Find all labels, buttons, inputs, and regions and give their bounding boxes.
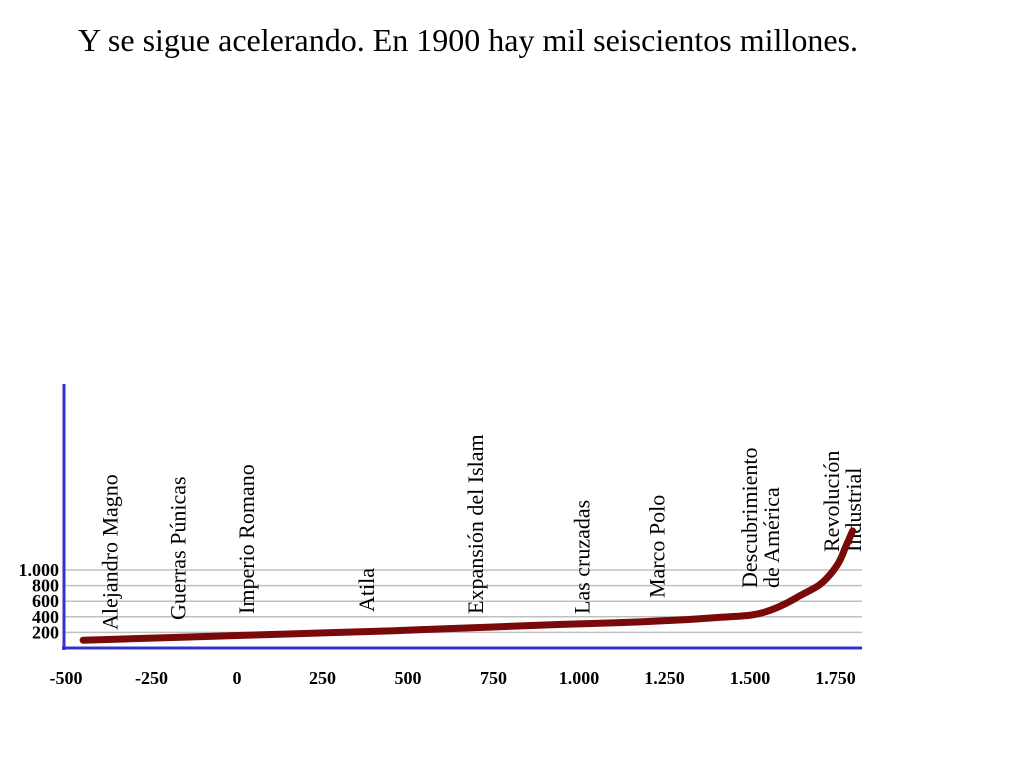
y-tick-label: 400 bbox=[32, 607, 59, 627]
event-label-line: Las cruzadas bbox=[569, 500, 594, 614]
event-label-line: de América bbox=[759, 487, 784, 588]
slide-title: Y se sigue acelerando. En 1900 hay mil s… bbox=[78, 22, 858, 58]
axes bbox=[62, 384, 862, 650]
event-label-line: Guerras Púnicas bbox=[166, 476, 191, 620]
event-label: Las cruzadas bbox=[569, 500, 594, 614]
event-label-line: Marco Polo bbox=[645, 495, 670, 598]
event-label-line: Industrial bbox=[841, 468, 866, 552]
event-label-line: Descubrimiento bbox=[737, 447, 762, 588]
event-label: Expansión del Islam bbox=[463, 434, 488, 614]
x-tick-label: -250 bbox=[135, 668, 168, 688]
x-tick-label: 1.500 bbox=[730, 668, 771, 688]
x-tick-label: -500 bbox=[50, 668, 83, 688]
x-tick-label: 500 bbox=[395, 668, 422, 688]
event-label-line: Expansión del Islam bbox=[463, 434, 488, 614]
y-tick-label: 1.000 bbox=[19, 560, 60, 580]
y-tick-label: 200 bbox=[32, 622, 59, 642]
event-label: Imperio Romano bbox=[234, 464, 259, 614]
x-tick-labels: -500 -250 0 250 500 750 1.000 1.250 1.500 1.750 bbox=[50, 668, 856, 688]
event-label: Atila bbox=[354, 568, 379, 612]
series-group bbox=[79, 527, 857, 644]
grid-lines bbox=[64, 569, 862, 634]
event-label-line: Imperio Romano bbox=[234, 464, 259, 614]
event-label: Guerras Púnicas bbox=[166, 476, 191, 620]
x-tick-label: 750 bbox=[480, 668, 507, 688]
event-label: Alejandro Magno bbox=[97, 474, 122, 630]
event-label-line: Alejandro Magno bbox=[97, 474, 122, 630]
event-label-line: Revolución bbox=[819, 451, 844, 552]
population-curve bbox=[79, 527, 857, 644]
y-tick-label: 600 bbox=[32, 591, 59, 611]
x-tick-label: 250 bbox=[309, 668, 336, 688]
x-tick-label: 0 bbox=[233, 668, 242, 688]
x-tick-label: 1.250 bbox=[644, 668, 685, 688]
x-tick-label: 1.000 bbox=[559, 668, 600, 688]
y-tick-label: 800 bbox=[32, 576, 59, 596]
event-annotations: Alejandro Magno Guerras Púnicas Imperio Ro… bbox=[97, 434, 866, 630]
event-label: Marco Polo bbox=[645, 495, 670, 598]
event-label-line: Atila bbox=[354, 568, 379, 612]
x-tick-label: 1.750 bbox=[815, 668, 856, 688]
